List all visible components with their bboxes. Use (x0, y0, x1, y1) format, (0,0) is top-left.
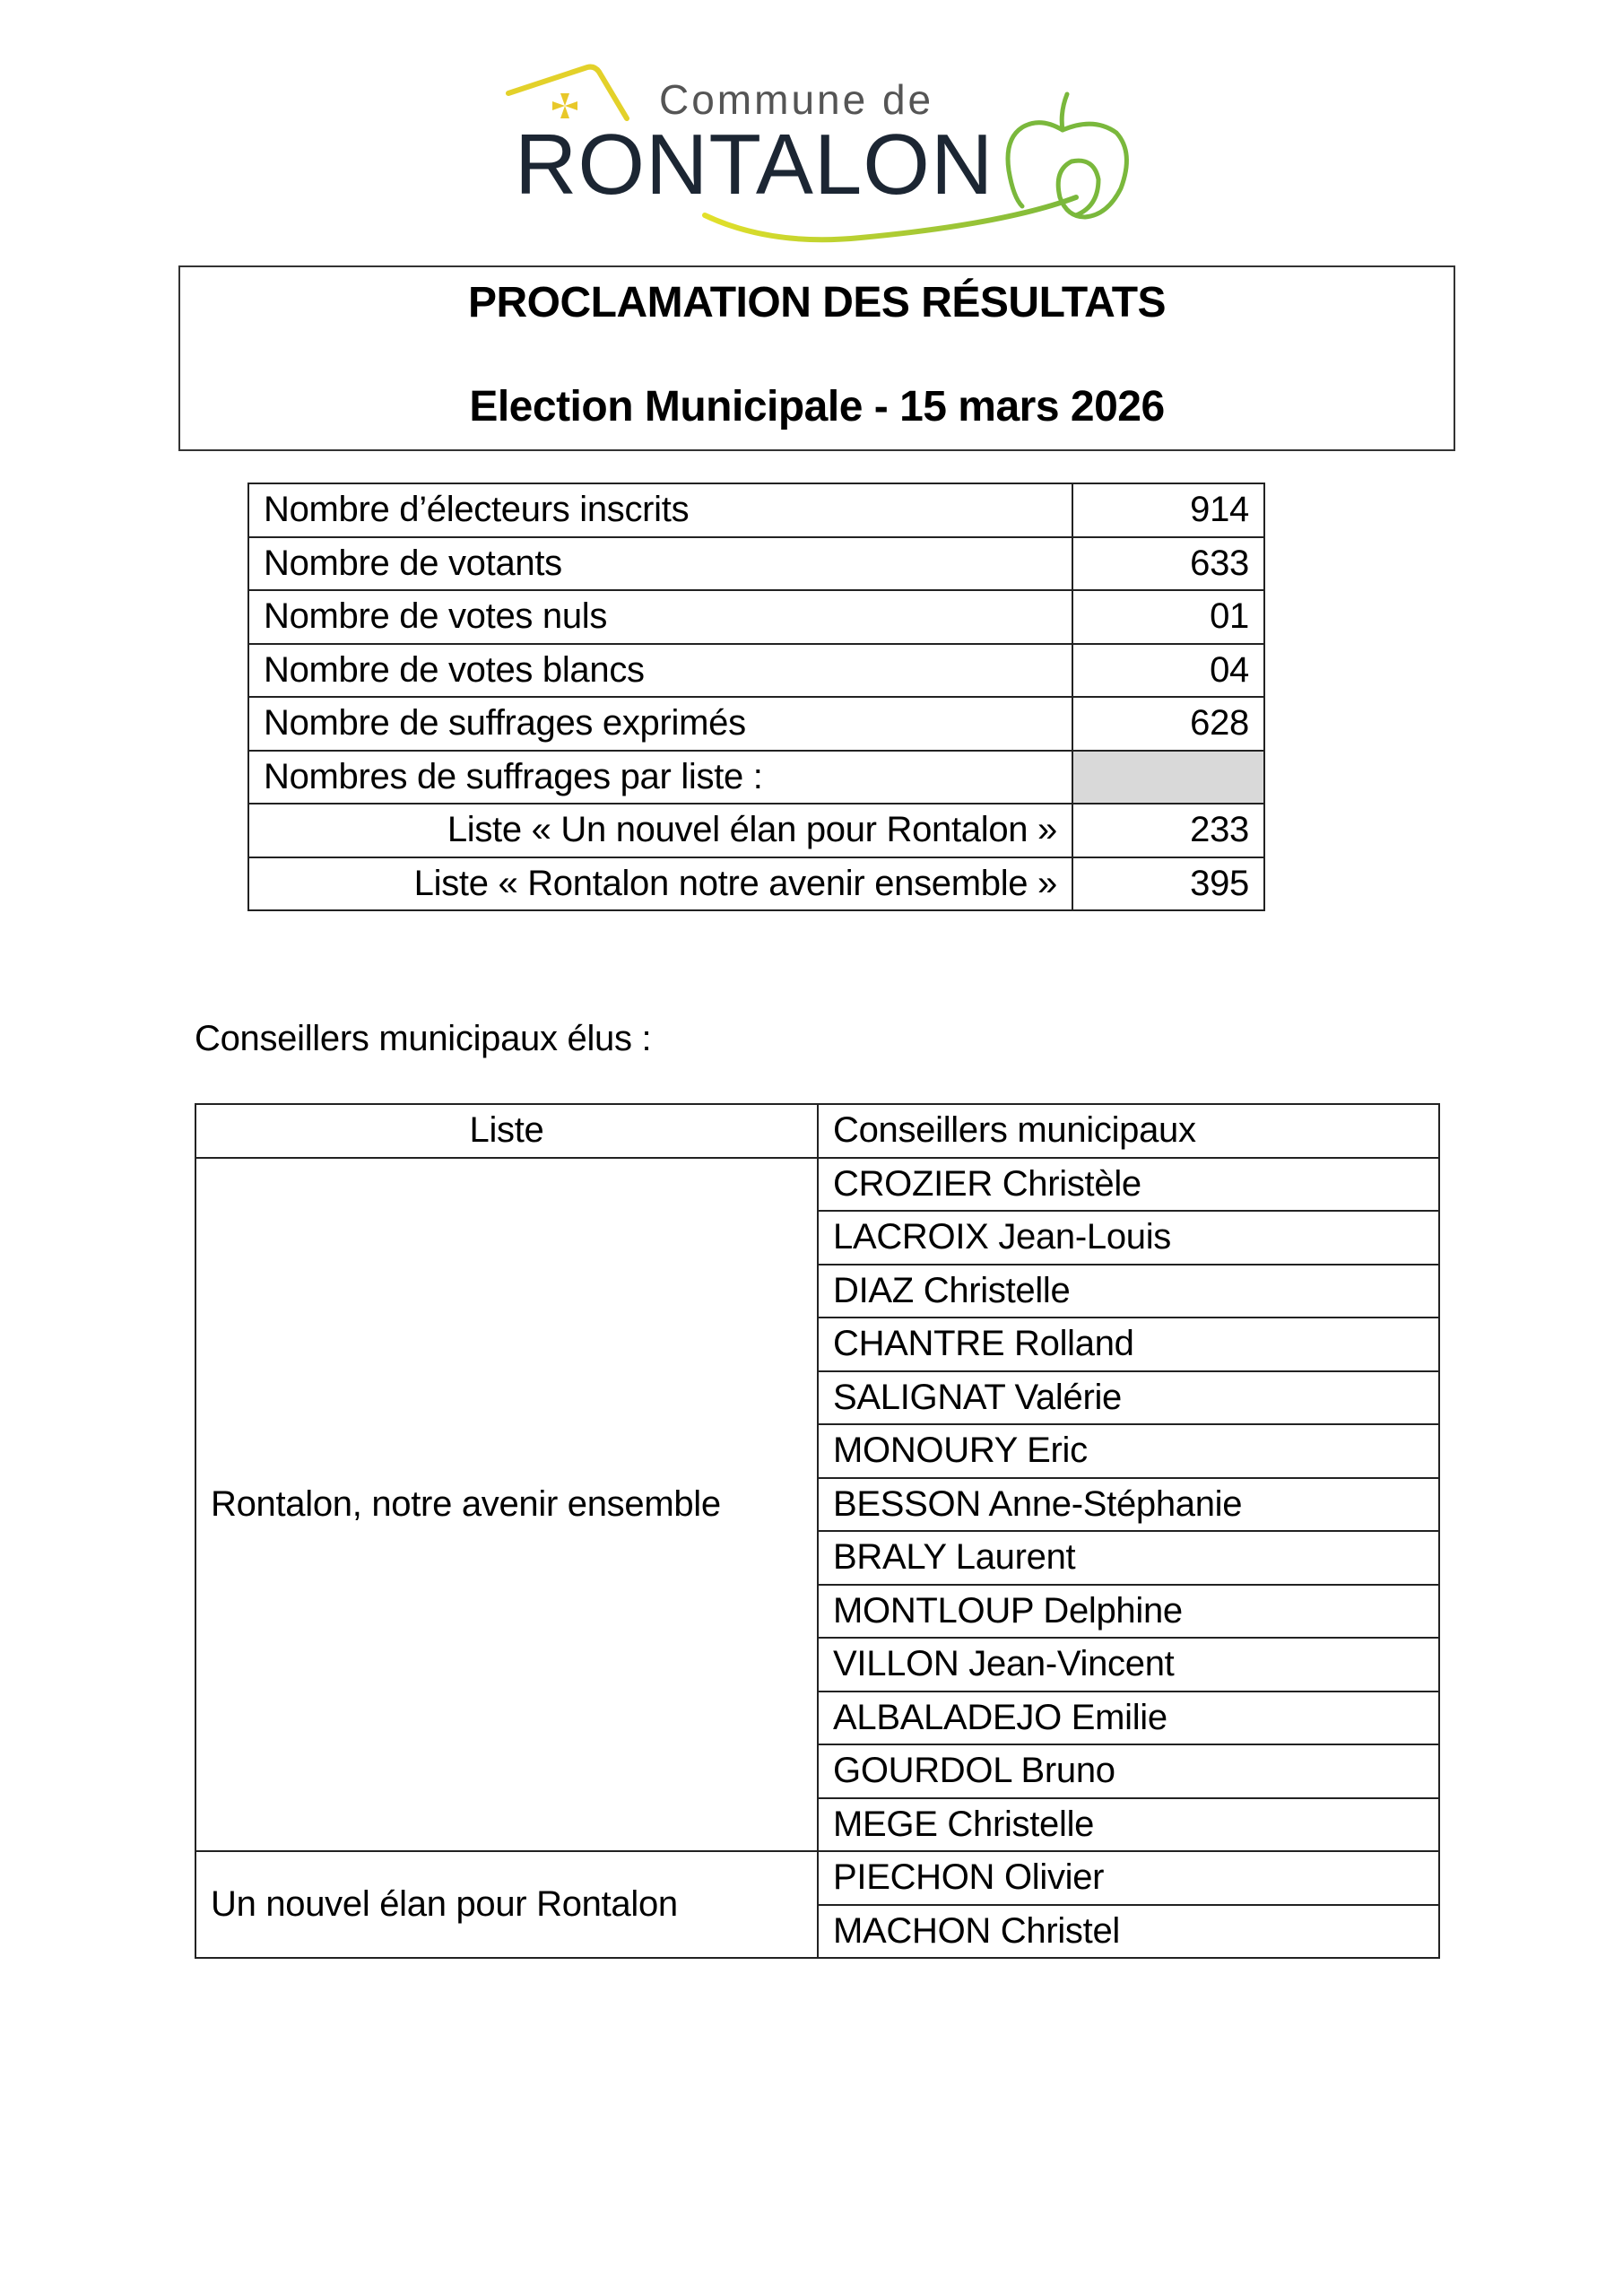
table-row: Liste « Un nouvel élan pour Rontalon » 23… (247, 803, 1265, 858)
councillor-name: DIAZ Christelle (817, 1263, 1440, 1318)
result-label: Nombre d’électeurs inscrits (247, 483, 1073, 538)
table-row: MACHON Christel (195, 1903, 1440, 1959)
table-row: VILLON Jean-Vincent (195, 1637, 1440, 1692)
table-row: Un nouvel élan pour Rontalon PIECHON Oliv… (195, 1850, 1440, 1959)
councillor-name: MEGE Christelle (817, 1796, 1440, 1852)
result-label: Liste « Rontalon notre avenir ensemble » (247, 856, 1073, 911)
councillor-name: MONOURY Eric (817, 1423, 1440, 1479)
councillor-name: MONTLOUP Delphine (817, 1583, 1440, 1639)
table-row: CHANTRE Rolland (195, 1317, 1440, 1372)
councillor-name: CROZIER Christèle (817, 1156, 1440, 1212)
column-header-list: Liste (195, 1103, 819, 1159)
column-header-councillors: Conseillers municipaux (817, 1103, 1440, 1159)
table-row: Rontalon, notre avenir ensemble CROZIER C… (195, 1156, 1440, 1852)
table-row: ALBALADEJO Emilie (195, 1690, 1440, 1745)
result-value: 233 (1072, 803, 1265, 858)
table-row: MONTLOUP Delphine (195, 1583, 1440, 1639)
table-row: Nombre d’électeurs inscrits 914 (247, 483, 1265, 538)
result-label: Nombre de votes nuls (247, 589, 1073, 645)
table-row: Liste « Rontalon notre avenir ensemble »… (247, 856, 1265, 911)
list-name: Rontalon, notre avenir ensemble (195, 1156, 819, 1852)
councillor-name: ALBALADEJO Emilie (817, 1690, 1440, 1745)
commune-logo: Commune de RONTALON (502, 63, 1139, 251)
table-row: Nombre de suffrages exprimés 628 (247, 696, 1265, 752)
councillor-name: BRALY Laurent (817, 1530, 1440, 1586)
result-label: Nombre de votes blancs (247, 642, 1073, 698)
result-value: 04 (1072, 642, 1265, 698)
result-value: 395 (1072, 856, 1265, 911)
star-icon (552, 93, 577, 118)
table-row: Nombres de suffrages par liste : (247, 749, 1265, 804)
swoosh (702, 195, 1079, 243)
title-box: PROCLAMATION DES RÉSULTATS Election Muni… (178, 265, 1455, 451)
table-header-row: Liste Conseillers municipaux (195, 1103, 1440, 1159)
logo-text-large: RONTALON (515, 117, 994, 213)
table-row: MONOURY Eric (195, 1423, 1440, 1479)
result-value: 914 (1072, 483, 1265, 538)
table-row: Nombre de votants 633 (247, 535, 1265, 591)
result-label: Nombre de votants (247, 535, 1073, 591)
councillor-name: VILLON Jean-Vincent (817, 1637, 1440, 1692)
page-subtitle: Election Municipale - 15 mars 2026 (469, 383, 1165, 430)
councillor-name: CHANTRE Rolland (817, 1317, 1440, 1372)
table-row: BRALY Laurent (195, 1530, 1440, 1586)
logo-graphic (506, 64, 1129, 243)
result-label: Nombres de suffrages par liste : (247, 749, 1073, 804)
table-row: MEGE Christelle (195, 1796, 1440, 1852)
result-value (1072, 749, 1265, 804)
list-name: Un nouvel élan pour Rontalon (195, 1850, 819, 1959)
councillor-name: MACHON Christel (817, 1903, 1440, 1959)
table-row: SALIGNAT Valérie (195, 1370, 1440, 1425)
roof-line (506, 64, 629, 121)
councillors-table: Liste Conseillers municipaux Rontalon, n… (195, 1103, 1440, 1959)
logo-text-small: Commune de (659, 76, 934, 123)
result-label: Liste « Un nouvel élan pour Rontalon » (247, 803, 1073, 858)
result-value: 628 (1072, 696, 1265, 752)
table-row: Nombre de votes nuls 01 (247, 589, 1265, 645)
table-row: BESSON Anne-Stéphanie (195, 1476, 1440, 1532)
councillor-name: LACROIX Jean-Louis (817, 1210, 1440, 1265)
page-title: PROCLAMATION DES RÉSULTATS (467, 279, 1167, 326)
result-value: 633 (1072, 535, 1265, 591)
elected-heading: Conseillers municipaux élus : (195, 1019, 652, 1058)
table-row: LACROIX Jean-Louis (195, 1210, 1440, 1265)
result-value: 01 (1072, 589, 1265, 645)
councillor-name: PIECHON Olivier (817, 1850, 1440, 1906)
councillor-name: GOURDOL Bruno (817, 1744, 1440, 1799)
councillor-name: BESSON Anne-Stéphanie (817, 1476, 1440, 1532)
apple-icon (1005, 91, 1129, 220)
councillor-name: SALIGNAT Valérie (817, 1370, 1440, 1425)
results-table: Nombre d’électeurs inscrits 914 Nombre de … (247, 483, 1265, 911)
table-row: DIAZ Christelle (195, 1263, 1440, 1318)
table-row: GOURDOL Bruno (195, 1744, 1440, 1799)
table-row: Nombre de votes blancs 04 (247, 642, 1265, 698)
result-label: Nombre de suffrages exprimés (247, 696, 1073, 752)
